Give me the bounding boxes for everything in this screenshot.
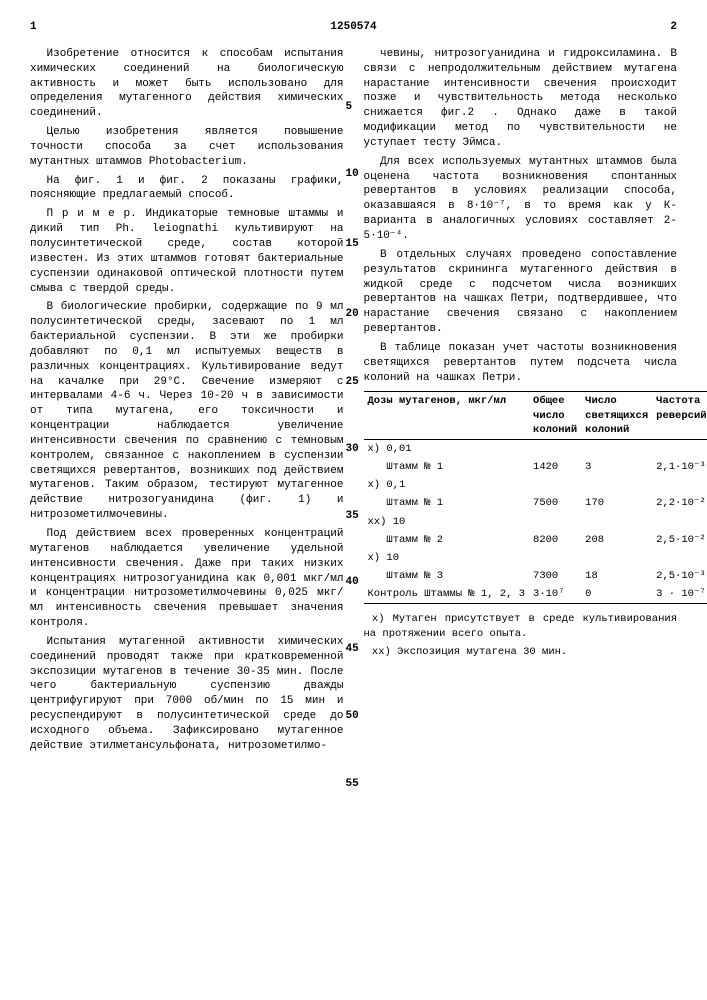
results-table: Дозы мутагенов, мкг/млОбщее число колони… (364, 391, 707, 604)
table-cell (652, 476, 707, 494)
table-cell: 2,1·10⁻³ (652, 458, 707, 476)
table-row: х) 10 (364, 549, 707, 567)
table-header-cell: Частота реверсий (652, 392, 707, 440)
body-paragraph: В таблице показан учет частоты возникнов… (364, 341, 678, 386)
table-cell (529, 439, 581, 458)
body-paragraph: В отдельных случаях проведено сопоставле… (364, 248, 678, 337)
table-cell: Штамм № 3 (364, 567, 530, 585)
table-cell: Контроль Штаммы № 1, 2, 3 (364, 585, 530, 604)
line-marker: 15 (346, 237, 359, 252)
table-header-cell: Дозы мутагенов, мкг/мл (364, 392, 530, 440)
body-paragraph: На фиг. 1 и фиг. 2 показаны графики, поя… (30, 174, 344, 204)
body-paragraph: Изобретение относится к способам испытан… (30, 47, 344, 121)
footnote: х) Мутаген присутствует в среде культиви… (364, 612, 678, 640)
table-row: Контроль Штаммы № 1, 2, 33·10⁷03 · 10⁻⁷ (364, 585, 707, 604)
table-cell: 3 (581, 458, 652, 476)
line-marker: 50 (346, 709, 359, 724)
table-cell: 1420 (529, 458, 581, 476)
table-cell: х) 0,1 (364, 476, 530, 494)
table-cell (529, 476, 581, 494)
table-cell: 7500 (529, 494, 581, 512)
line-marker: 20 (346, 307, 359, 322)
table-cell: 2,5·10⁻² (652, 531, 707, 549)
table-cell: хх) 10 (364, 513, 530, 531)
table-cell: Штамм № 1 (364, 494, 530, 512)
table-cell: 170 (581, 494, 652, 512)
table-cell (581, 476, 652, 494)
table-cell: 7300 (529, 567, 581, 585)
col-right-num: 2 (670, 20, 677, 35)
table-cell: х) 10 (364, 549, 530, 567)
table-row: Штамм № 1142032,1·10⁻³ (364, 458, 707, 476)
table-cell: 2,5·10⁻³ (652, 567, 707, 585)
table-cell (529, 513, 581, 531)
table-cell: 3·10⁷ (529, 585, 581, 604)
table-row: Штамм № 37300182,5·10⁻³ (364, 567, 707, 585)
line-marker: 25 (346, 375, 359, 390)
line-marker: 55 (346, 777, 359, 792)
table-row: хх) 10 (364, 513, 707, 531)
table-cell: 3 · 10⁻⁷ (652, 585, 707, 604)
left-column: Изобретение относится к способам испытан… (30, 47, 344, 758)
content-wrap: 510152025303540455055 Изобретение относи… (30, 47, 677, 758)
table-cell: 2,2·10⁻² (652, 494, 707, 512)
line-marker: 30 (346, 442, 359, 457)
table-cell (652, 549, 707, 567)
table-cell (529, 549, 581, 567)
body-paragraph: чевины, нитрозогуанидина и гидроксиламин… (364, 47, 678, 151)
right-column: чевины, нитрозогуанидина и гидроксиламин… (364, 47, 678, 758)
line-marker: 35 (346, 509, 359, 524)
table-cell (652, 439, 707, 458)
line-marker: 45 (346, 642, 359, 657)
body-paragraph: П р и м е р. Индикаторые темновые штаммы… (30, 207, 344, 296)
page-header: 1 1250574 2 (30, 20, 677, 35)
table-cell: Штамм № 1 (364, 458, 530, 476)
table-row: Штамм № 175001702,2·10⁻² (364, 494, 707, 512)
table-cell (581, 513, 652, 531)
table-row: х) 0,01 (364, 439, 707, 458)
table-cell: 0 (581, 585, 652, 604)
document-number: 1250574 (37, 20, 671, 35)
col-left-num: 1 (30, 20, 37, 35)
table-cell (581, 549, 652, 567)
table-cell (652, 513, 707, 531)
table-header-cell: Число светящихся колоний (581, 392, 652, 440)
body-paragraph: Целью изобретения является повышение точ… (30, 125, 344, 170)
line-marker: 40 (346, 575, 359, 590)
body-paragraph: Для всех используемых мутантных штаммов … (364, 155, 678, 244)
body-paragraph: Под действием всех проверенных концентра… (30, 527, 344, 631)
line-marker: 5 (346, 100, 353, 115)
table-row: х) 0,1 (364, 476, 707, 494)
footnotes: х) Мутаген присутствует в среде культиви… (364, 612, 678, 659)
line-marker: 10 (346, 167, 359, 182)
table-cell: х) 0,01 (364, 439, 530, 458)
body-paragraph: В биологические пробирки, содержащие по … (30, 300, 344, 523)
footnote: хх) Экспозиция мутагена 30 мин. (364, 645, 678, 659)
table-cell (581, 439, 652, 458)
table-cell: 8200 (529, 531, 581, 549)
table-cell: Штамм № 2 (364, 531, 530, 549)
table-cell: 18 (581, 567, 652, 585)
table-header-cell: Общее число колоний (529, 392, 581, 440)
table-cell: 208 (581, 531, 652, 549)
body-paragraph: Испытания мутагенной активности химическ… (30, 635, 344, 754)
table-row: Штамм № 282002082,5·10⁻² (364, 531, 707, 549)
